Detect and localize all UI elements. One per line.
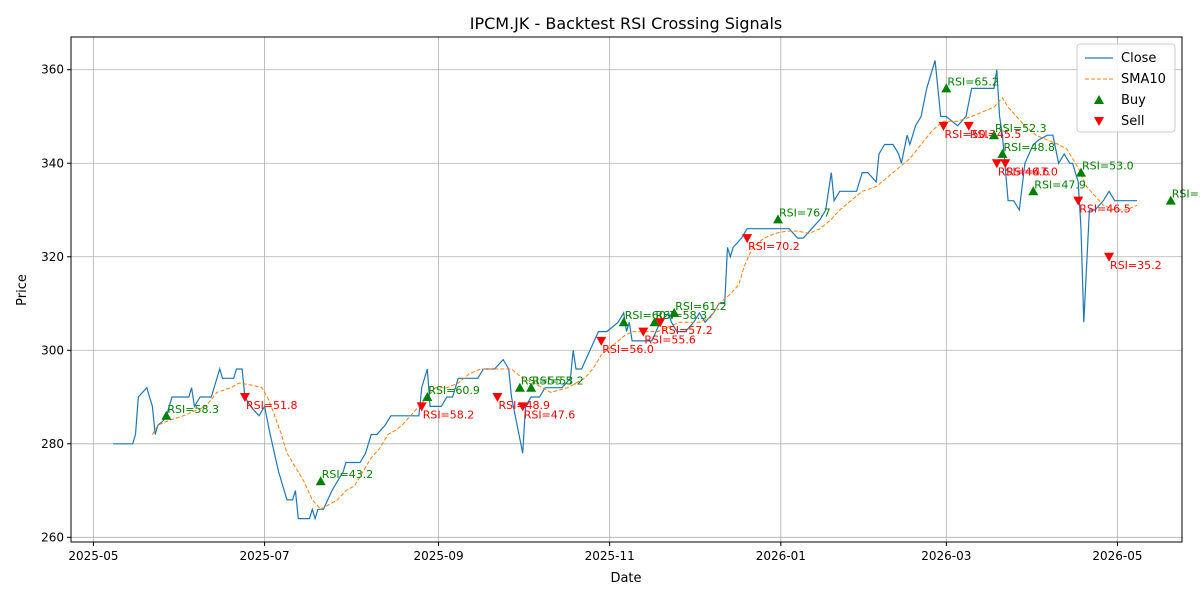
x-tick-label: 2026-01: [756, 549, 806, 563]
sell-label: RSI=55.6: [644, 334, 696, 347]
sell-marker: [416, 402, 427, 412]
buy-label: RSI=61.2: [675, 300, 727, 313]
y-tick-label: 300: [41, 343, 64, 357]
legend: Close SMA10 Buy Sell: [1076, 43, 1176, 133]
y-tick-label: 260: [41, 530, 64, 544]
sell-marker: [1000, 159, 1011, 169]
y-tick-label: 340: [41, 156, 64, 170]
chart-title: IPCM.JK - Backtest RSI Crossing Signals: [470, 14, 783, 33]
buy-label: RSI=58.3: [656, 309, 708, 322]
x-axis-label: Date: [610, 571, 641, 586]
sell-label: RSI=51.8: [246, 399, 298, 412]
x-tick-label: 2025-05: [68, 549, 118, 563]
buy-label: RSI=53.0: [1082, 160, 1134, 173]
legend-label: Buy: [1121, 93, 1146, 108]
sell-label: RSI=70.2: [748, 240, 800, 253]
buy-marker: [161, 410, 172, 420]
buy-marker: [1165, 195, 1176, 205]
buy-marker: [941, 83, 952, 93]
signal-markers: RSI=58.3 RSI=51.8 RSI=43.2 RSI=58.2 RSI=60.9…: [161, 75, 1200, 486]
legend-buy-swatch: [1094, 95, 1104, 104]
buy-marker: [997, 148, 1008, 158]
buy-marker: [1076, 167, 1086, 177]
buy-marker: [669, 307, 680, 317]
x-tick-label: 2026-05: [1092, 549, 1142, 563]
sell-marker: [638, 327, 649, 337]
sell-marker: [239, 393, 250, 403]
sell-marker: [655, 318, 666, 328]
sell-label: RSI=46.6: [998, 165, 1050, 178]
y-tick-label: 320: [41, 250, 64, 264]
y-tick-label: 360: [41, 63, 64, 77]
sell-marker: [517, 402, 528, 412]
sma10-line: [151, 96, 1138, 510]
sell-label: RSI=56.0: [602, 343, 654, 356]
axis-ticks: 2025-05 2025-07 2025-09 2025-11 2026-01 2026-…: [41, 63, 1142, 563]
buy-marker: [514, 382, 525, 392]
buy-label: RSI=47.9: [1034, 178, 1086, 191]
y-axis-label: Price: [15, 274, 30, 306]
sell-label: RSI=50.3: [945, 128, 997, 141]
buy-label: RSI=55.5: [521, 375, 573, 388]
close-line: [113, 60, 1138, 521]
sell-marker: [1073, 196, 1084, 206]
sell-label: RSI=35.2: [1110, 259, 1162, 272]
buy-label: RSI=43.2: [322, 468, 374, 481]
x-tick-label: 2025-11: [585, 549, 635, 563]
sell-marker: [991, 159, 1002, 169]
buy-marker: [618, 317, 629, 327]
sell-marker: [596, 336, 607, 346]
buy-marker: [526, 382, 537, 392]
legend-label: SMA10: [1121, 72, 1166, 87]
x-tick-label: 2025-07: [240, 549, 290, 563]
buy-label: RSI=48.8: [1003, 141, 1055, 154]
series-lines: [113, 60, 1138, 521]
buy-label: RSI=65.2: [947, 75, 999, 88]
sell-marker: [938, 121, 949, 131]
legend-label: Sell: [1121, 114, 1144, 129]
plot-frame: [70, 36, 1183, 543]
buy-marker: [989, 130, 1000, 140]
buy-label: RSI=76.7: [779, 206, 831, 219]
sell-label: RSI=58.2: [423, 408, 475, 421]
legend-sell-swatch: [1094, 117, 1104, 126]
buy-marker: [1028, 186, 1039, 196]
legend-label: Close: [1121, 51, 1156, 66]
y-tick-label: 280: [41, 437, 64, 451]
buy-marker: [422, 392, 433, 402]
buy-label: RSI=58.3: [167, 403, 219, 416]
sell-marker: [963, 121, 974, 131]
buy-marker: [773, 214, 783, 224]
buy-label: RSI=52.3: [995, 122, 1047, 135]
buy-marker: [649, 317, 660, 327]
x-tick-label: 2025-09: [413, 549, 463, 563]
sell-label: RSI=46.5: [1079, 203, 1131, 216]
legend-box: [1076, 43, 1176, 133]
sell-marker: [742, 234, 753, 244]
buy-label: RSI=53.2: [532, 375, 584, 388]
buy-label: RSI=53.9: [1172, 188, 1200, 201]
x-tick-label: 2026-03: [921, 549, 971, 563]
sell-label: RSI=57.2: [661, 324, 713, 337]
sell-label: RSI=47.6: [524, 408, 576, 421]
sell-marker: [492, 393, 503, 403]
sell-marker: [1104, 252, 1115, 262]
grid-lines: [71, 37, 1182, 542]
buy-label: RSI=60.9: [428, 384, 480, 397]
sell-label: RSI=47.0: [1006, 165, 1058, 178]
buy-marker: [315, 476, 326, 486]
